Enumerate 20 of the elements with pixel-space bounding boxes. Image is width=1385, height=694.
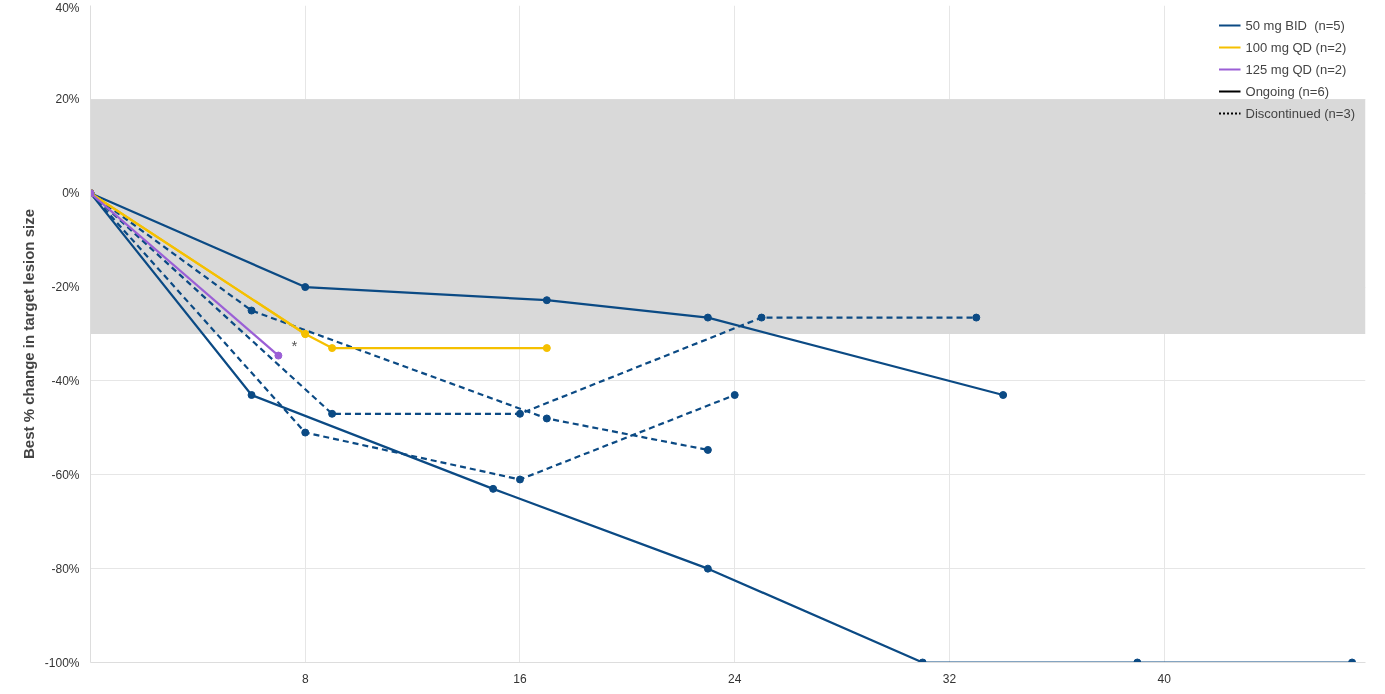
y-tick-label: -60% [51,467,80,482]
x-tick-label: 8 [301,671,309,686]
y-tick-label: -80% [51,561,80,576]
legend-label: 100 mg QD (n=2) [1245,39,1347,55]
x-tick-label: 16 [513,671,527,686]
y-tick-label: 20% [55,92,80,107]
y-tick-label: -20% [51,280,80,295]
y-tick-label: 40% [55,0,80,15]
legend-label: 125 mg QD (n=2) [1245,61,1347,77]
y-tick-label: -40% [51,373,80,388]
x-tick-label: 40 [1157,671,1172,686]
legend-label: Discontinued (n=3) [1245,105,1355,121]
y-tick-label: 0% [62,186,80,201]
annotation: * [291,337,298,355]
y-tick-label: -100% [44,655,80,670]
y-axis-title: Best % change in target lesion size [19,208,37,460]
legend-label: 50 mg BID (n=5) [1245,17,1345,33]
x-tick-label: 24 [728,671,742,686]
legend-label: Ongoing (n=6) [1245,83,1329,99]
x-tick-label: 32 [942,671,957,686]
